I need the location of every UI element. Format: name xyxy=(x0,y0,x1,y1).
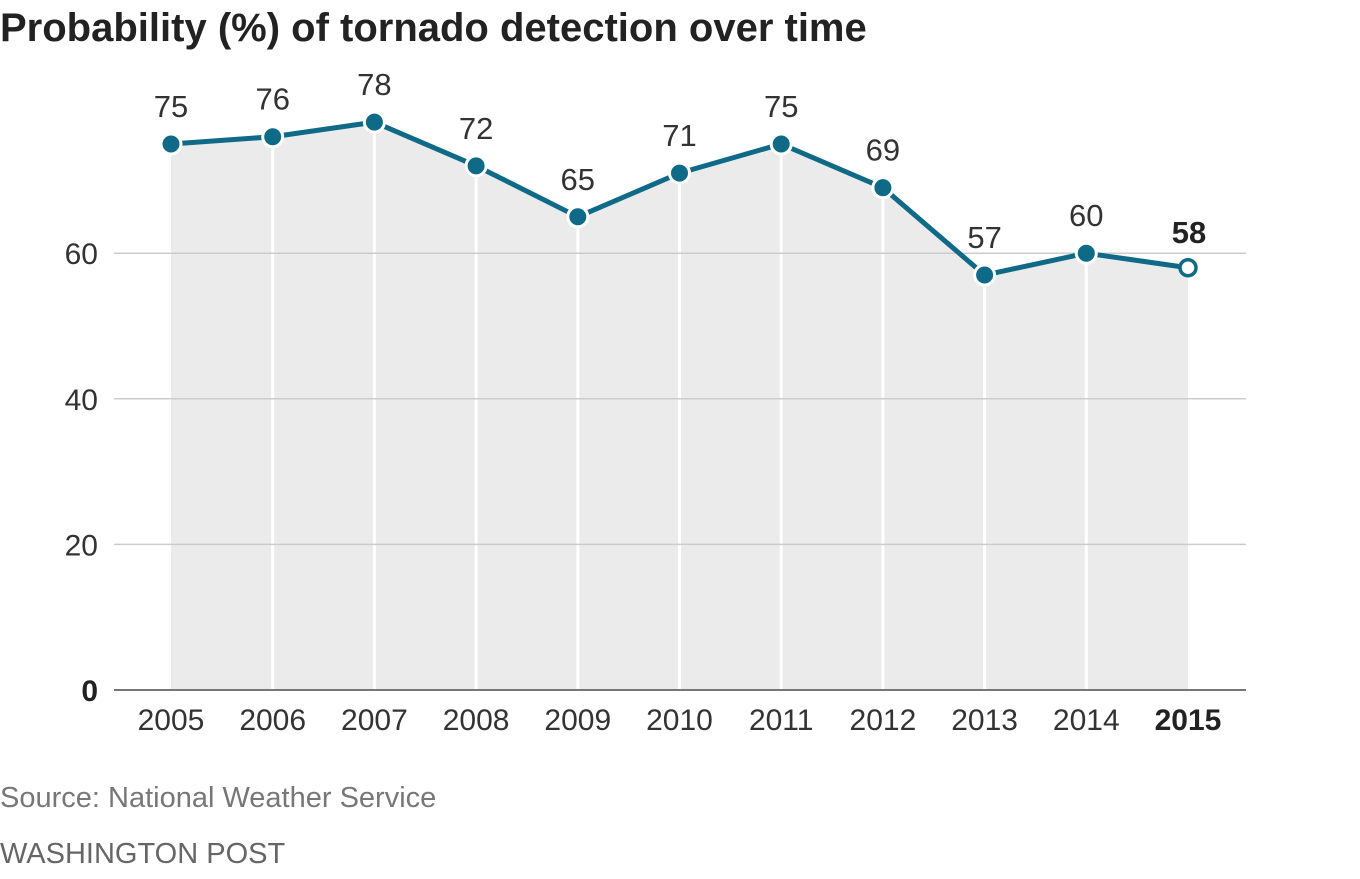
data-point xyxy=(1178,258,1198,278)
y-axis-ticks: 0 20 40 60 xyxy=(65,238,98,708)
data-point xyxy=(973,263,997,287)
data-label: 60 xyxy=(1069,198,1103,233)
x-tick-label: 2005 xyxy=(138,704,205,737)
data-point xyxy=(566,205,590,229)
publisher-credit: WASHINGTON POST xyxy=(0,838,286,870)
x-tick-label: 2009 xyxy=(544,704,611,737)
x-tick-label: 2011 xyxy=(749,704,814,737)
y-tick-label: 40 xyxy=(65,384,98,417)
data-label: 72 xyxy=(459,111,493,146)
data-label: 75 xyxy=(764,89,798,124)
y-tick-label: 0 xyxy=(81,675,98,708)
data-label: 69 xyxy=(866,133,900,168)
x-tick-label: 2015 xyxy=(1155,704,1222,737)
data-points xyxy=(159,110,1198,287)
data-label: 78 xyxy=(357,67,391,102)
data-label: 71 xyxy=(662,118,696,153)
data-point xyxy=(769,132,793,156)
data-point xyxy=(362,110,386,134)
x-tick-label: 2007 xyxy=(341,704,408,737)
data-point xyxy=(261,125,285,149)
x-tick-label: 2013 xyxy=(951,704,1018,737)
x-tick-label: 2008 xyxy=(443,704,510,737)
data-label: 58 xyxy=(1172,215,1206,250)
x-tick-label: 2006 xyxy=(239,704,306,737)
x-tick-label: 2012 xyxy=(850,704,917,737)
gridlines xyxy=(114,252,1246,691)
data-label: 76 xyxy=(255,82,289,117)
y-tick-label: 20 xyxy=(65,529,98,562)
data-point xyxy=(668,161,691,185)
data-label: 75 xyxy=(154,89,188,124)
x-tick-label: 2010 xyxy=(646,704,713,737)
x-axis-ticks: 2005 2006 2007 2008 2009 2010 2011 2012 2013 2014… xyxy=(138,704,1222,737)
chart-title: Probability (%) of tornado detection ove… xyxy=(0,6,867,50)
data-point xyxy=(871,176,895,200)
data-labels: 75 76 78 72 65 71 75 69 57 60 58 xyxy=(154,67,1206,255)
x-tick-label: 2014 xyxy=(1053,704,1120,737)
source-note: Source: National Weather Service xyxy=(0,782,437,814)
data-label: 65 xyxy=(561,162,595,197)
area-fill-layer xyxy=(171,122,1188,690)
data-point xyxy=(1074,241,1098,265)
data-label: 57 xyxy=(967,220,1001,255)
line-chart: 0 20 40 60 2005 2006 2007 2008 2009 2010 2011 2012… xyxy=(65,67,1246,737)
data-point xyxy=(464,154,488,178)
y-tick-label: 60 xyxy=(65,238,98,271)
data-point xyxy=(159,132,183,156)
